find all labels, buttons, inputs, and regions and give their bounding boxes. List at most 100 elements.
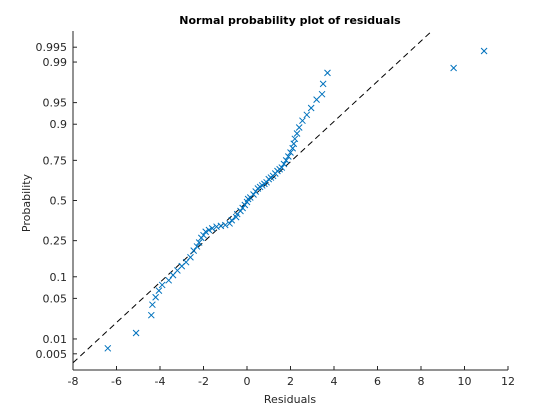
x-axis-label: Residuals [264, 393, 316, 406]
x-tick-label: -4 [155, 375, 166, 388]
data-point [104, 344, 112, 352]
data-point-stroke [155, 287, 163, 294]
chart-title: Normal probability plot of residuals [179, 14, 401, 27]
reference-line-path [72, 30, 433, 364]
data-point-stroke [205, 226, 213, 234]
data-point [149, 301, 156, 309]
data-point-stroke [324, 69, 331, 77]
data-point [480, 47, 488, 55]
y-tick-label: 0.75 [43, 154, 68, 167]
x-tick-label: 10 [458, 375, 472, 388]
data-point [200, 231, 207, 239]
data-point [208, 224, 216, 232]
y-tick-label: 0.005 [36, 348, 68, 361]
data-point-stroke [307, 104, 315, 112]
data-point-stroke [202, 228, 210, 236]
data-point-stroke [278, 164, 286, 171]
data-point [226, 220, 233, 227]
data-point [450, 64, 457, 72]
data-point-stroke [284, 153, 292, 160]
data-point-stroke [132, 329, 140, 337]
y-tick-label: 0.99 [43, 56, 68, 69]
data-point-stroke [104, 344, 112, 352]
data-point [165, 276, 173, 284]
data-point [307, 104, 315, 112]
data-point-stroke [187, 253, 194, 261]
x-tick-label: -8 [68, 375, 79, 388]
x-tick-label: -2 [198, 375, 209, 388]
y-tick-label: 0.95 [43, 97, 68, 110]
data-point-stroke [289, 144, 297, 152]
data-point [295, 124, 303, 131]
data-point [278, 164, 286, 171]
data-point [324, 69, 331, 77]
data-point [293, 130, 301, 137]
data-point-stroke [221, 221, 229, 229]
data-points [104, 47, 488, 352]
y-tick-label: 0.01 [43, 333, 68, 346]
data-point-stroke [195, 239, 203, 246]
y-tick-label: 0.9 [50, 118, 68, 131]
y-axis-label: Probability [20, 173, 33, 232]
data-point-stroke [217, 222, 225, 230]
data-point-stroke [149, 301, 156, 309]
data-point-stroke [241, 201, 249, 209]
data-point-stroke [213, 223, 220, 231]
plot-axes [72, 31, 508, 371]
data-point [313, 96, 320, 103]
data-point [147, 311, 155, 319]
data-point-stroke [299, 117, 306, 125]
y-tick-label: 0.1 [50, 271, 68, 284]
data-point-stroke [303, 111, 311, 119]
data-point-stroke [450, 64, 457, 72]
data-point-stroke [280, 160, 288, 168]
data-point [190, 247, 198, 254]
data-point [158, 281, 166, 289]
y-tick-label: 0.995 [36, 41, 68, 54]
data-point-stroke [237, 207, 244, 215]
data-point-stroke [282, 157, 290, 164]
x-tick-label: 2 [287, 375, 294, 388]
data-point-stroke [313, 96, 320, 103]
x-tick-label: 6 [374, 375, 381, 388]
data-point [250, 191, 257, 198]
data-point-stroke [158, 281, 166, 289]
x-tick-label: 8 [418, 375, 425, 388]
data-point-stroke [190, 247, 198, 254]
data-point [299, 117, 306, 125]
data-point-stroke [239, 204, 247, 212]
data-point-stroke [293, 130, 301, 137]
data-point [241, 201, 249, 209]
data-point [319, 80, 327, 88]
data-point-stroke [250, 191, 257, 198]
data-point-stroke [287, 149, 294, 156]
data-point-stroke [147, 311, 155, 319]
data-point-stroke [152, 293, 160, 301]
data-point [155, 287, 163, 294]
x-tick-label: 4 [331, 375, 338, 388]
data-point [287, 149, 294, 156]
data-point [152, 293, 160, 301]
x-tick-label: 0 [244, 375, 251, 388]
data-point-stroke [291, 135, 299, 143]
data-point [239, 204, 247, 212]
data-point [280, 160, 288, 168]
data-point-stroke [318, 90, 326, 98]
data-point [221, 221, 229, 229]
y-tick-label: 0.05 [43, 292, 68, 305]
data-point [205, 226, 213, 234]
data-point [228, 216, 236, 224]
data-point [193, 243, 201, 250]
plot-area [73, 31, 508, 370]
data-point-stroke [200, 231, 207, 239]
y-tick-label: 0.25 [43, 235, 68, 248]
data-point [195, 239, 203, 246]
data-point [132, 329, 140, 337]
reference-line [72, 30, 433, 364]
x-axis-ticks: -8 -6 -4 -2 0 2 4 6 8 10 12 [68, 366, 515, 388]
x-tick-label: 12 [501, 375, 515, 388]
data-point [237, 207, 244, 215]
data-point [282, 157, 290, 164]
data-point-stroke [208, 224, 216, 232]
